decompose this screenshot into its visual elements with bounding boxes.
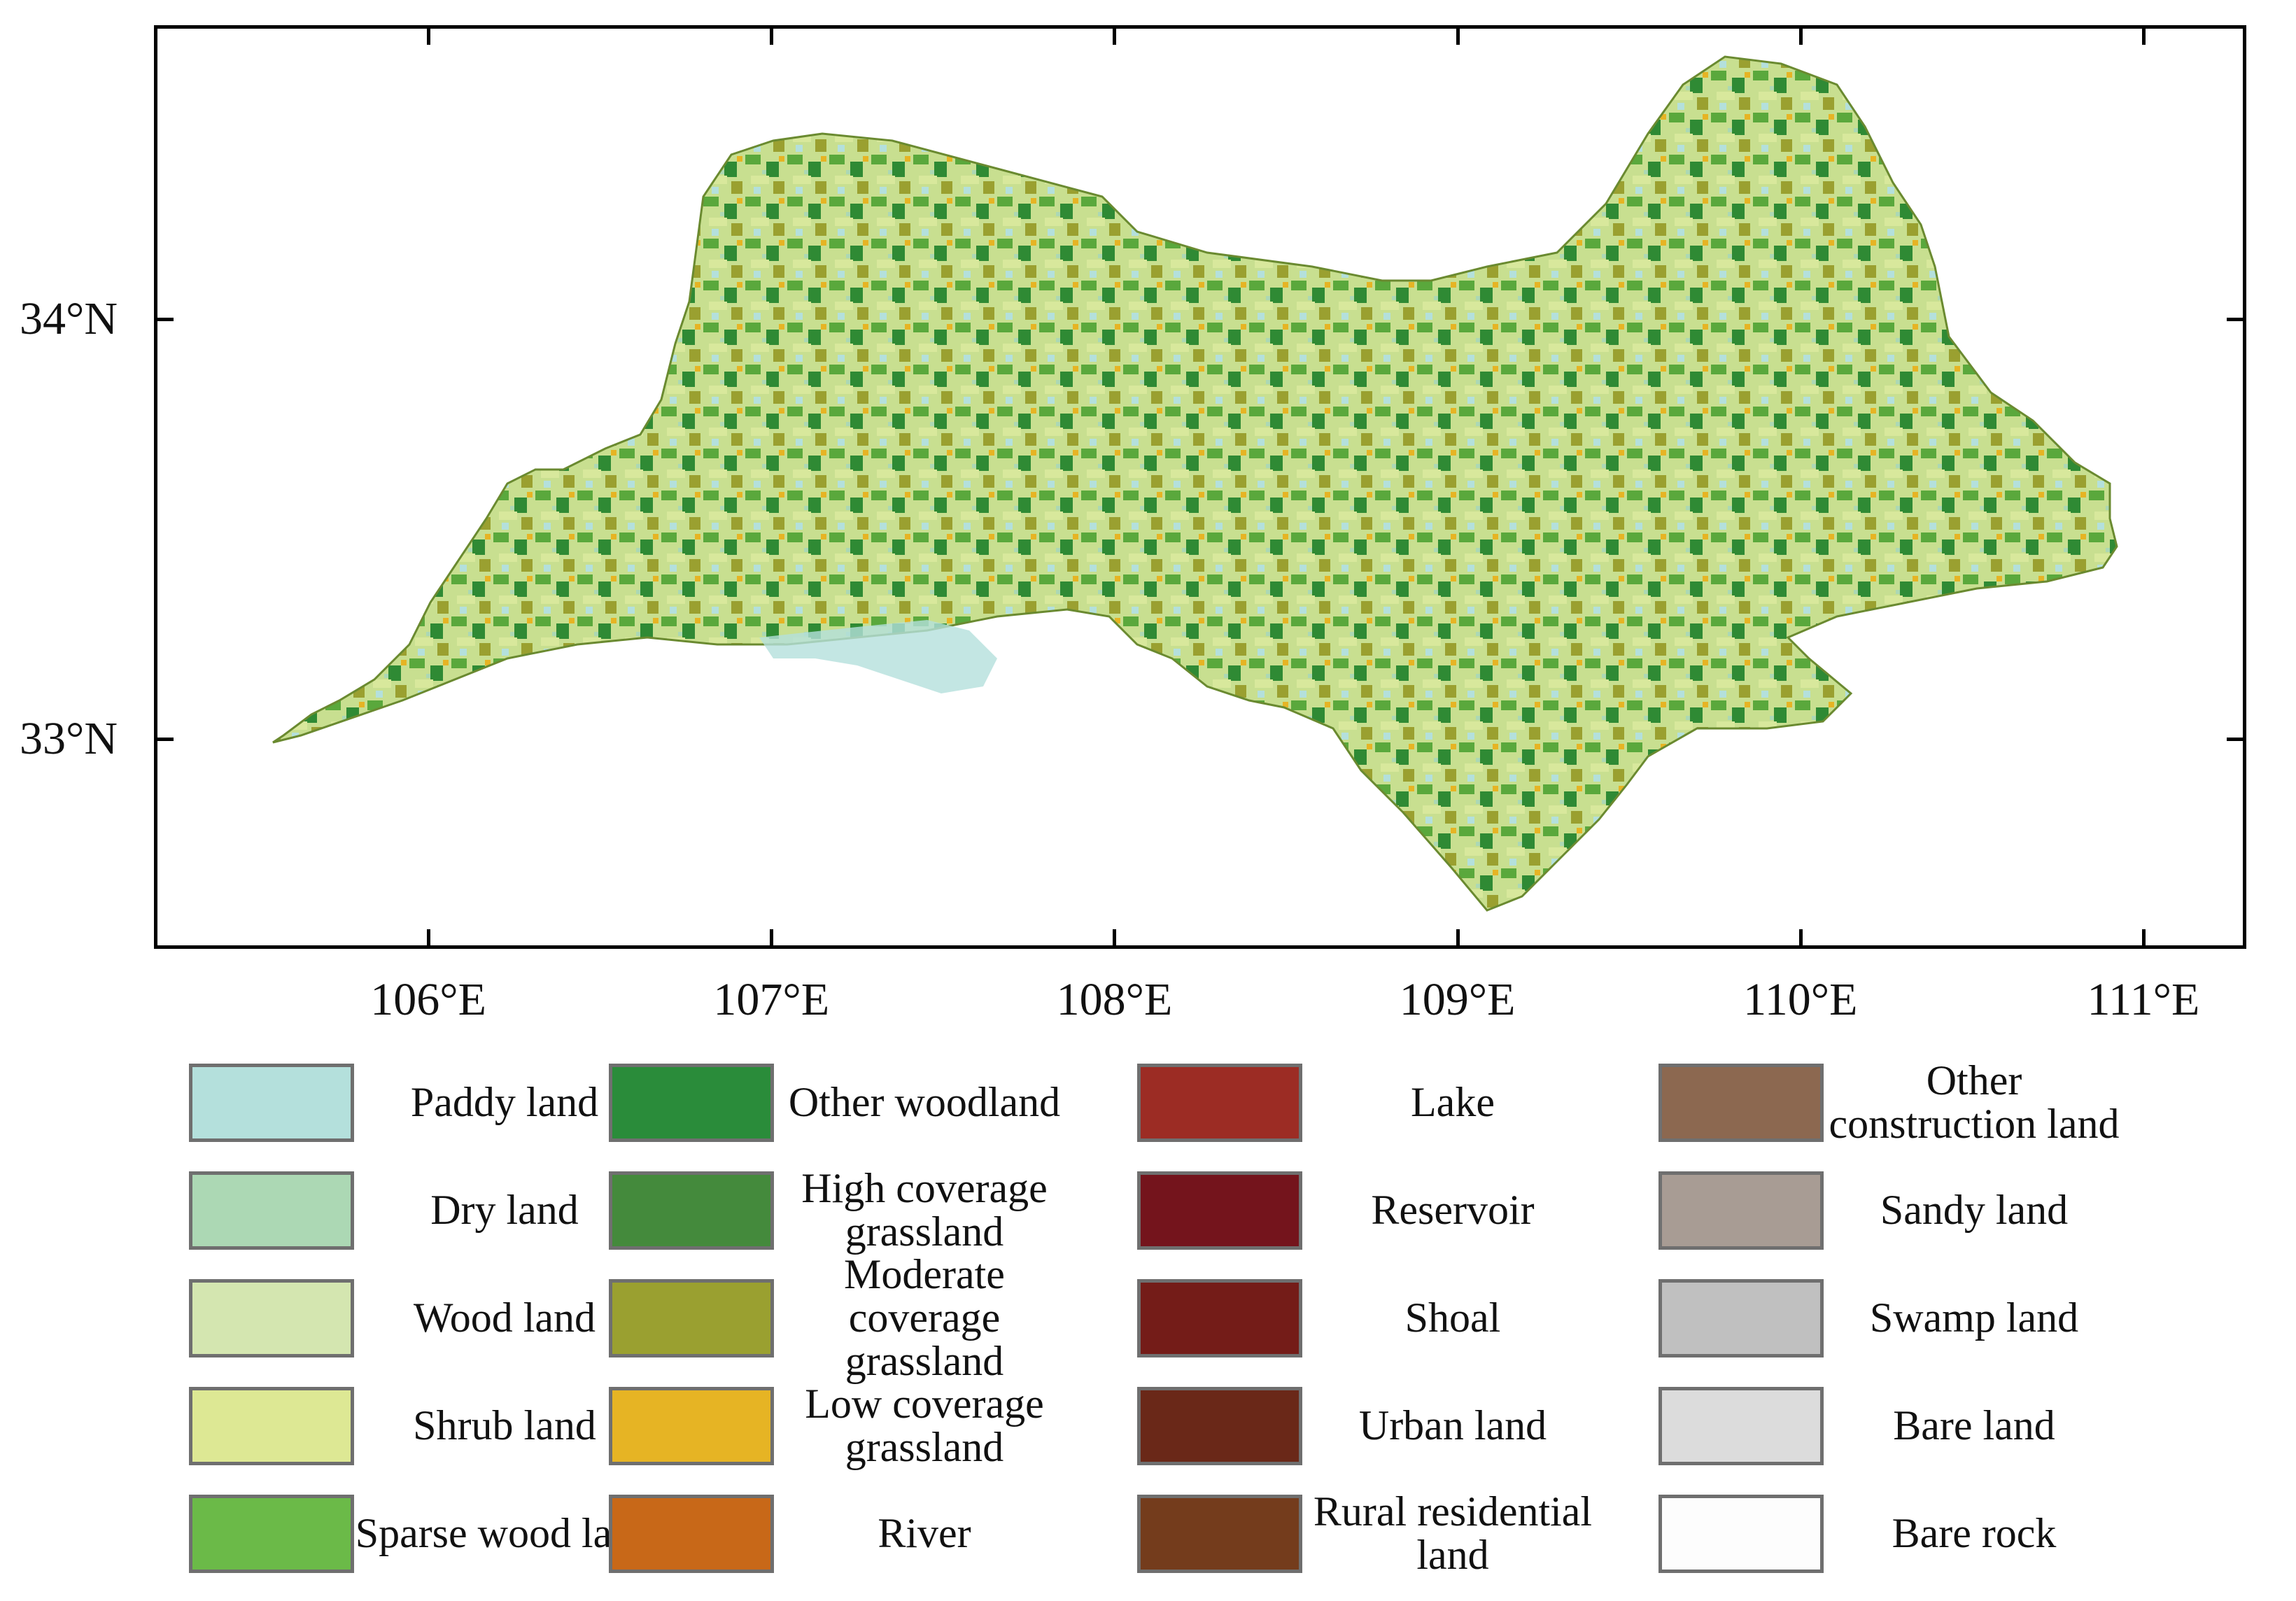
southern-river-zone — [759, 620, 997, 693]
legend-item: Other woodland — [609, 1050, 1141, 1142]
longitude-tick — [770, 929, 774, 949]
legend-swatch — [1658, 1495, 1824, 1573]
longitude-tick — [1113, 929, 1117, 949]
latitude-label: 33°N — [20, 713, 118, 764]
legend-swatch — [1137, 1171, 1302, 1250]
longitude-tick — [1456, 25, 1460, 45]
longitude-tick — [1798, 929, 1803, 949]
latitude-tick — [2227, 318, 2246, 321]
study-area-region — [272, 55, 2118, 912]
legend-swatch — [1137, 1387, 1302, 1465]
legend-swatch — [1658, 1171, 1824, 1250]
legend-label: Sparse wood land — [355, 1510, 654, 1556]
legend-swatch — [1658, 1064, 1824, 1142]
legend-label: Other construction land — [1829, 1057, 2120, 1147]
legend-item: Sandy land — [1658, 1157, 2190, 1250]
longitude-tick — [2141, 25, 2146, 45]
legend-item: Reservoir — [1137, 1157, 1669, 1250]
legend-swatch — [1137, 1064, 1302, 1142]
legend-label: Urban land — [1358, 1402, 1547, 1448]
legend-label: Swamp land — [1869, 1295, 2079, 1341]
legend-label: Lake — [1411, 1079, 1495, 1125]
latitude-tick — [154, 738, 174, 741]
legend-swatch — [609, 1387, 774, 1465]
legend-label: Low coverage grassland — [805, 1381, 1044, 1470]
longitude-tick — [427, 929, 431, 949]
legend-label: Paddy land — [410, 1079, 599, 1125]
legend: Paddy land Dry land Wood land Shrub land Spa… — [189, 1050, 2281, 1595]
legend-item: River — [609, 1481, 1141, 1573]
legend-label: Moderate coverage grassland — [844, 1251, 1005, 1384]
legend-swatch — [1137, 1495, 1302, 1573]
legend-item: Dry land — [189, 1157, 721, 1250]
legend-swatch — [609, 1171, 774, 1250]
legend-swatch — [189, 1495, 354, 1573]
longitude-label: 110°E — [1743, 974, 1858, 1025]
map-frame — [154, 25, 2246, 949]
longitude-tick — [427, 25, 431, 45]
legend-item: Swamp land — [1658, 1265, 2190, 1357]
legend-swatch — [609, 1279, 774, 1357]
longitude-tick — [1456, 929, 1460, 949]
legend-item: Shrub land — [189, 1373, 721, 1465]
legend-label: Wood land — [413, 1295, 596, 1341]
legend-swatch — [189, 1171, 354, 1250]
legend-label: Sandy land — [1880, 1187, 2069, 1233]
legend-swatch — [609, 1495, 774, 1573]
legend-item: Low coverage grassland — [609, 1373, 1141, 1469]
latitude-tick — [154, 318, 174, 321]
legend-item: Paddy land — [189, 1050, 721, 1142]
longitude-label: 109°E — [1399, 974, 1516, 1025]
legend-item: Bare rock — [1658, 1481, 2190, 1573]
legend-label: Bare rock — [1892, 1510, 2057, 1556]
legend-label: Reservoir — [1371, 1187, 1535, 1233]
legend-label: Shoal — [1404, 1295, 1501, 1341]
legend-item: Bare land — [1658, 1373, 2190, 1465]
legend-swatch — [189, 1064, 354, 1142]
longitude-label: 108°E — [1056, 974, 1173, 1025]
legend-swatch — [609, 1064, 774, 1142]
legend-label: Bare land — [1893, 1402, 2055, 1448]
latitude-label: 34°N — [20, 293, 118, 344]
legend-item: Moderate coverage grassland — [609, 1253, 1141, 1383]
legend-item: Other construction land — [1658, 1050, 2190, 1145]
legend-item: Shoal — [1137, 1265, 1669, 1357]
longitude-label: 107°E — [713, 974, 830, 1025]
land-use-map — [272, 55, 2118, 912]
longitude-label: 106°E — [370, 974, 486, 1025]
longitude-tick — [1113, 25, 1117, 45]
legend-item: Wood land — [189, 1265, 721, 1357]
longitude-tick — [1798, 25, 1803, 45]
longitude-label: 111°E — [2087, 974, 2200, 1025]
legend-swatch — [189, 1387, 354, 1465]
longitude-tick — [2141, 929, 2146, 949]
legend-item: Urban land — [1137, 1373, 1669, 1465]
legend-swatch — [189, 1279, 354, 1357]
legend-label: Rural residential land — [1313, 1488, 1593, 1578]
legend-label: High coverage grassland — [801, 1165, 1048, 1255]
legend-item: Lake — [1137, 1050, 1669, 1142]
longitude-tick — [770, 25, 774, 45]
legend-label: Other woodland — [788, 1079, 1061, 1125]
legend-item: Sparse wood land — [189, 1481, 721, 1573]
latitude-tick — [2227, 738, 2246, 741]
legend-label: Dry land — [430, 1187, 579, 1233]
legend-item: High coverage grassland — [609, 1157, 1141, 1253]
legend-label: River — [878, 1510, 971, 1556]
legend-swatch — [1658, 1387, 1824, 1465]
legend-swatch — [1658, 1279, 1824, 1357]
legend-swatch — [1137, 1279, 1302, 1357]
legend-item: Rural residential land — [1137, 1481, 1669, 1577]
legend-label: Shrub land — [413, 1402, 596, 1448]
